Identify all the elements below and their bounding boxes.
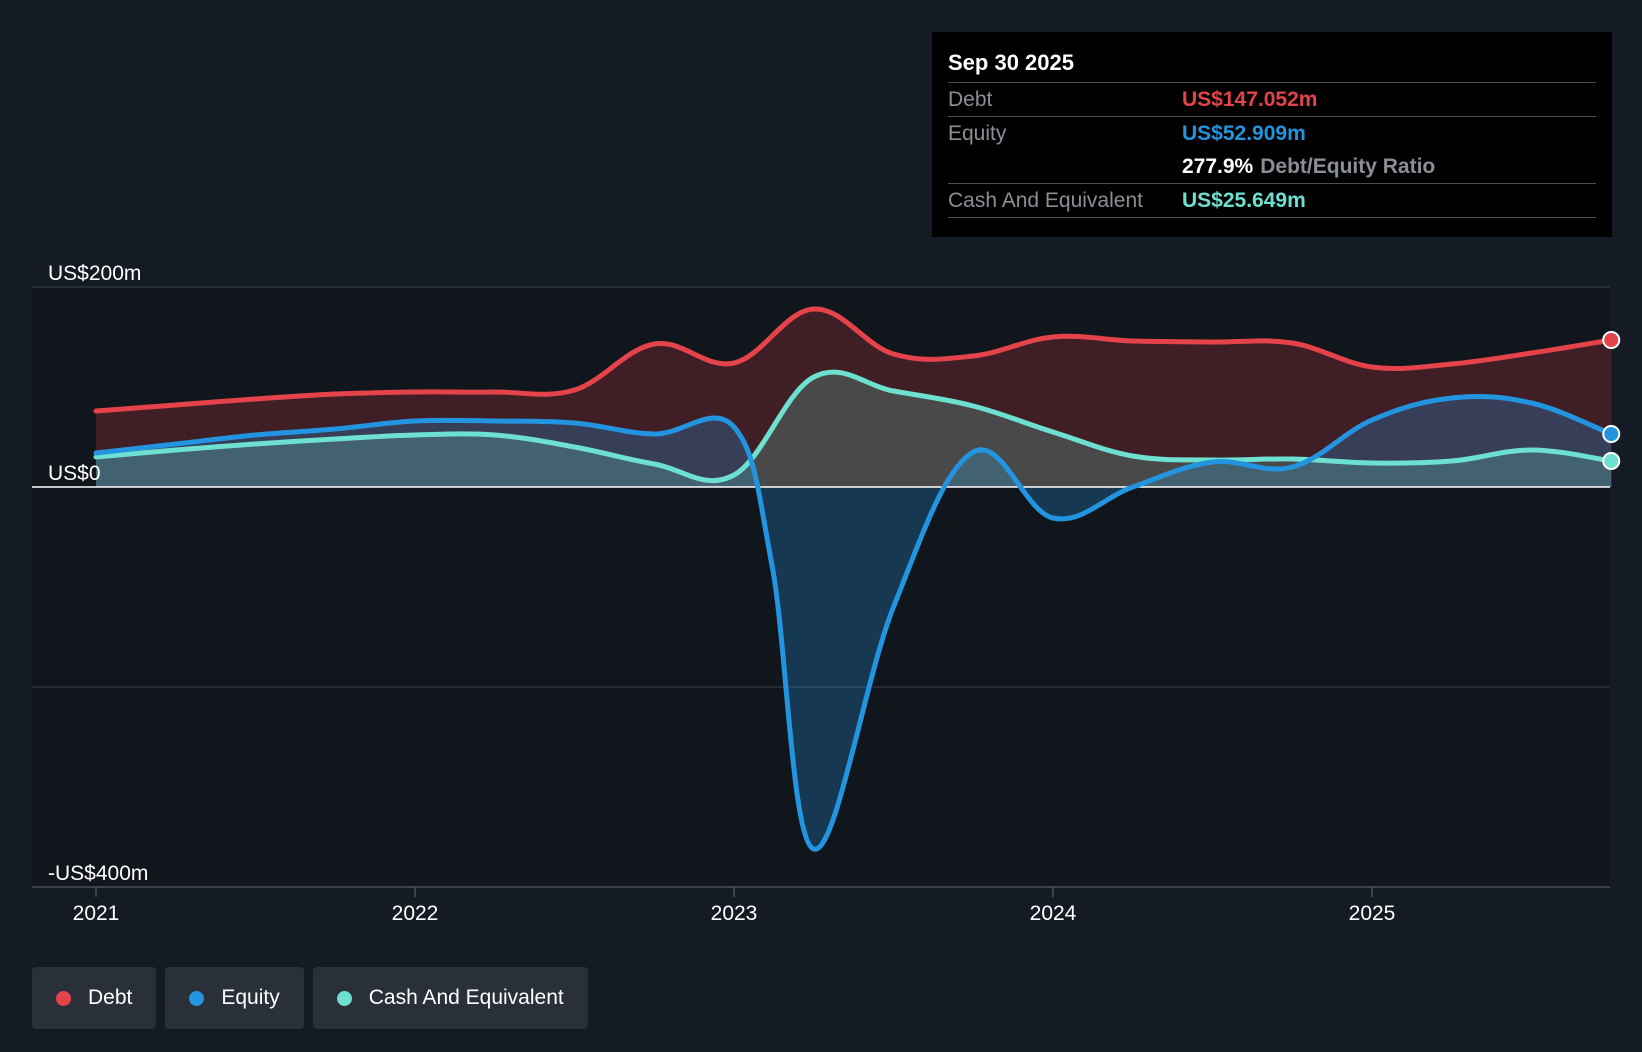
x-tick-label-3: 2024	[1030, 902, 1077, 925]
x-tick-label-1: 2022	[392, 902, 439, 925]
end-marker-cash-and-equivalent	[1602, 452, 1621, 470]
tooltip-row-ratio: 277.9% Debt/Equity Ratio	[948, 150, 1596, 183]
area-equity	[96, 396, 1612, 850]
x-tick-label-4: 2025	[1349, 902, 1396, 925]
tooltip-date: Sep 30 2025	[948, 50, 1074, 75]
tooltip-equity-value: US$52.909m	[1182, 121, 1306, 145]
legend-dot-debt	[56, 990, 71, 1006]
line-cash-and-equivalent	[93, 369, 1614, 483]
x-tick-label-2: 2023	[711, 902, 758, 925]
tooltip-panel: Sep 30 2025 Debt US$147.052m Equity US$5…	[932, 32, 1612, 237]
line-equity	[93, 393, 1614, 852]
tooltip-debt-value: US$147.052m	[1182, 87, 1318, 111]
line-debt	[93, 306, 1614, 414]
y-tick-label-0: US$200m	[48, 262, 141, 285]
legend-dot-equity	[189, 990, 205, 1006]
y-tick-label-2: -US$400m	[48, 862, 148, 885]
legend-label-equity: Equity	[221, 986, 280, 1009]
legend-label-debt: Debt	[88, 986, 133, 1009]
tooltip-cash-label: Cash And Equivalent	[948, 188, 1143, 212]
x-tick-label-0: 2021	[73, 902, 120, 925]
legend-item-cash[interactable]: Cash And Equivalent	[312, 967, 588, 1029]
tooltip-debt-label: Debt	[948, 87, 993, 111]
area-debt	[96, 308, 1612, 487]
tooltip-ratio-value: 277.9%	[1182, 154, 1254, 178]
tooltip-row-cash: Cash And Equivalent US$25.649m	[948, 183, 1596, 218]
tooltip-row-equity: Equity US$52.909m	[948, 116, 1596, 150]
legend-item-debt[interactable]: Debt	[32, 967, 157, 1029]
legend-label-cash: Cash And Equivalent	[368, 986, 564, 1009]
end-marker-equity	[1602, 425, 1621, 443]
chart-legend: Debt Equity Cash And Equivalent	[32, 967, 588, 1029]
legend-dot-cash	[336, 990, 352, 1006]
tooltip-ratio-label: Debt/Equity Ratio	[1260, 154, 1436, 178]
legend-item-equity[interactable]: Equity	[165, 967, 304, 1029]
tooltip-cash-value: US$25.649m	[1182, 188, 1306, 212]
plot-area	[32, 287, 1610, 887]
area-cash-and-equivalent	[96, 372, 1612, 487]
end-marker-debt	[1602, 331, 1621, 349]
y-tick-label-1: US$0	[48, 462, 101, 485]
tooltip-row-debt: Debt US$147.052m	[948, 82, 1596, 116]
tooltip-equity-label: Equity	[948, 121, 1007, 145]
